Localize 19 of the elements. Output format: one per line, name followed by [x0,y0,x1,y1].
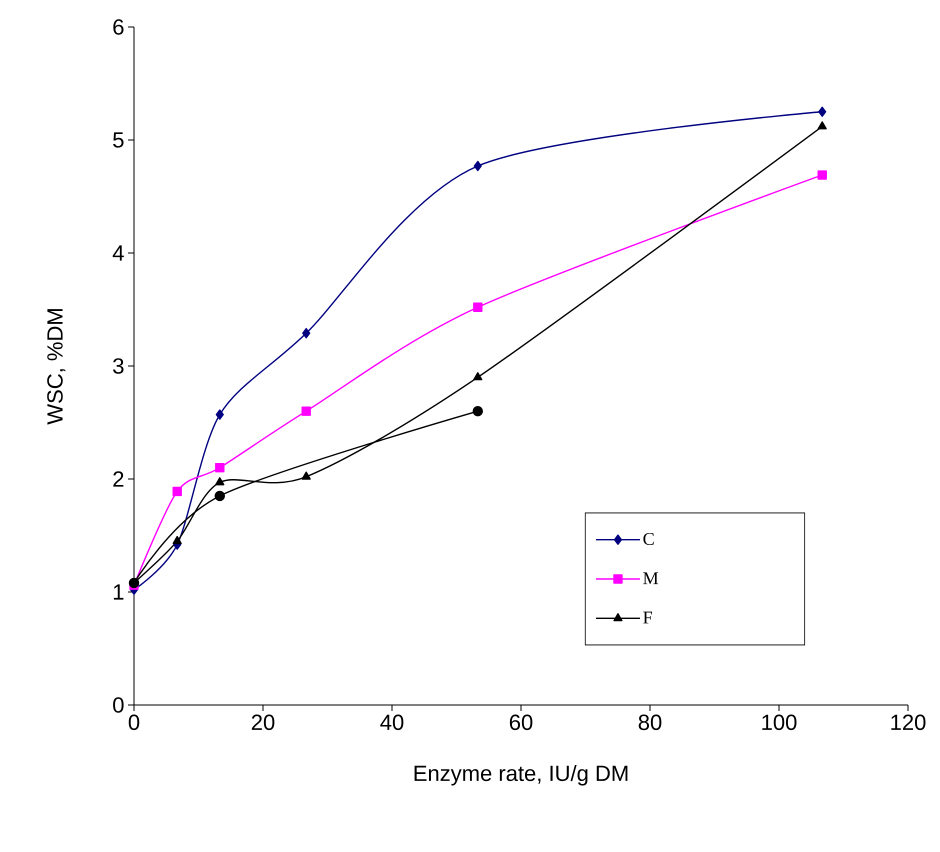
y-tick-label: 5 [113,132,124,148]
legend-label: M [643,572,658,584]
y-tick-label: 6 [113,19,124,35]
x-axis-title: Enzyme rate, IU/g DM [414,764,628,786]
y-tick-label: 0 [113,697,124,713]
x-tick-label: 20 [252,714,274,730]
x-tick-label: 120 [891,714,926,730]
legend-label: F [643,612,652,624]
x-tick-label: 0 [128,714,140,730]
y-tick-label: 2 [113,471,124,487]
y-tick-label: 3 [113,358,124,374]
x-tick-label: 80 [638,714,662,730]
y-tick-label: 4 [112,245,124,261]
x-tick-label: 100 [762,714,796,730]
x-tick-label: 60 [510,714,532,730]
y-tick-label: 1 [114,584,124,600]
x-tick-label: 40 [380,714,404,730]
y-axis-title: WSC, %DM [47,309,66,425]
legend-label: C [643,532,654,546]
